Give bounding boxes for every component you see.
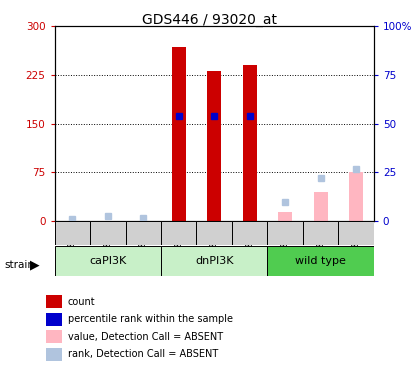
Bar	[55, 221, 90, 245]
Bar	[349, 172, 363, 221]
Text: percentile rank within the sample: percentile rank within the sample	[68, 314, 233, 324]
Text: rank, Detection Call = ABSENT: rank, Detection Call = ABSENT	[68, 349, 218, 359]
Text: dnPI3K: dnPI3K	[195, 256, 234, 266]
Bar	[46, 330, 62, 343]
Text: GDS446 / 93020_at: GDS446 / 93020_at	[142, 13, 278, 27]
Bar	[46, 313, 62, 326]
Bar	[303, 221, 339, 245]
Bar	[126, 221, 161, 245]
Bar	[339, 221, 374, 245]
Bar	[268, 221, 303, 245]
Text: caPI3K: caPI3K	[89, 256, 126, 266]
Bar	[46, 348, 62, 361]
Bar	[278, 212, 292, 221]
Bar	[172, 46, 186, 221]
Bar	[46, 295, 62, 308]
Bar	[232, 221, 268, 245]
Bar	[161, 246, 268, 276]
Bar	[161, 221, 197, 245]
Text: count: count	[68, 296, 95, 307]
Bar	[313, 192, 328, 221]
Text: strain: strain	[4, 260, 34, 270]
Bar	[207, 71, 221, 221]
Text: ▶: ▶	[30, 259, 40, 272]
Bar	[90, 221, 126, 245]
Bar	[243, 65, 257, 221]
Text: wild type: wild type	[295, 256, 346, 266]
Bar	[197, 221, 232, 245]
Bar	[268, 246, 374, 276]
Bar	[55, 246, 161, 276]
Text: value, Detection Call = ABSENT: value, Detection Call = ABSENT	[68, 332, 223, 342]
